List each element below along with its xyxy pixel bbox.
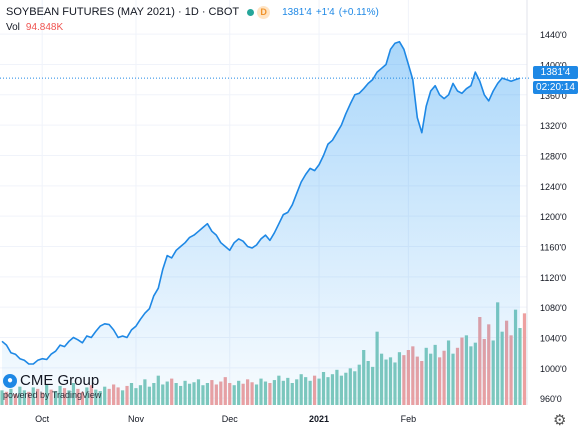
price-change: +1'4 (315, 6, 335, 18)
price-tick-label: 1360'0 (540, 91, 567, 101)
price-area-fill (2, 41, 520, 405)
price-tick-label: 1320'0 (540, 121, 567, 131)
time-axis[interactable]: Oct Nov Dec 2021 Feb (35, 414, 416, 424)
price-tick-label: 1240'0 (540, 182, 567, 192)
price-tick-label: 1040'0 (540, 334, 567, 344)
chart-header: SOYBEAN FUTURES (MAY 2021) · 1D · CBOT D… (6, 5, 379, 19)
time-tick-label: Feb (401, 414, 417, 424)
symbol-title[interactable]: SOYBEAN FUTURES (MAY 2021) (6, 6, 175, 18)
price-axis[interactable]: 960'0 1000'0 1040'0 1080'0 1120'0 1160'0 1200'… (540, 30, 567, 404)
price-tick-label: 1000'0 (540, 364, 567, 374)
interval-label[interactable]: 1D (184, 6, 199, 18)
last-price-tag: 1381'4 (533, 66, 578, 79)
volume-bar (522, 313, 527, 405)
globe-icon: ● (3, 373, 17, 388)
price-tick-label: 1080'0 (540, 303, 567, 313)
countdown-tag: 02:20:14 (533, 81, 578, 94)
volume-label: Vol (6, 22, 20, 33)
cme-logo[interactable]: ● CME Group powered by TradingView (3, 372, 101, 400)
volume-bar (0, 390, 4, 405)
price-tick-label: 1440'0 (540, 30, 567, 40)
price-tick-label: 1160'0 (540, 242, 566, 252)
gear-icon[interactable]: ⚙ (553, 412, 567, 429)
exchange-sep: · (198, 6, 209, 18)
price-tick-label: 1400'0 (540, 60, 567, 70)
time-tick-label: Dec (222, 414, 239, 424)
price-line (1, 40, 521, 365)
last-price: 1381'4 (282, 6, 312, 18)
cme-brand: CME Group (20, 372, 100, 389)
time-tick-label: 2021 (309, 414, 329, 424)
delayed-data-icon[interactable]: D (257, 5, 271, 19)
interval-sep: · (174, 6, 185, 18)
volume-value: 94.848K (25, 22, 64, 33)
price-change-pct: (+0.11%) (338, 6, 379, 18)
market-status-icon (247, 8, 255, 16)
volume-legend: Vol 94.848K (6, 22, 63, 33)
price-tick-label: 1280'0 (540, 151, 567, 161)
exchange-label: CBOT (208, 6, 240, 18)
time-tick-label: Nov (128, 414, 145, 424)
price-tick-label: 1120'0 (540, 273, 566, 283)
time-tick-label: Oct (35, 414, 50, 424)
price-tick-label: 1200'0 (540, 212, 567, 222)
price-tick-label: 960'0 (540, 394, 562, 404)
powered-by-label: powered by TradingView (3, 390, 102, 400)
